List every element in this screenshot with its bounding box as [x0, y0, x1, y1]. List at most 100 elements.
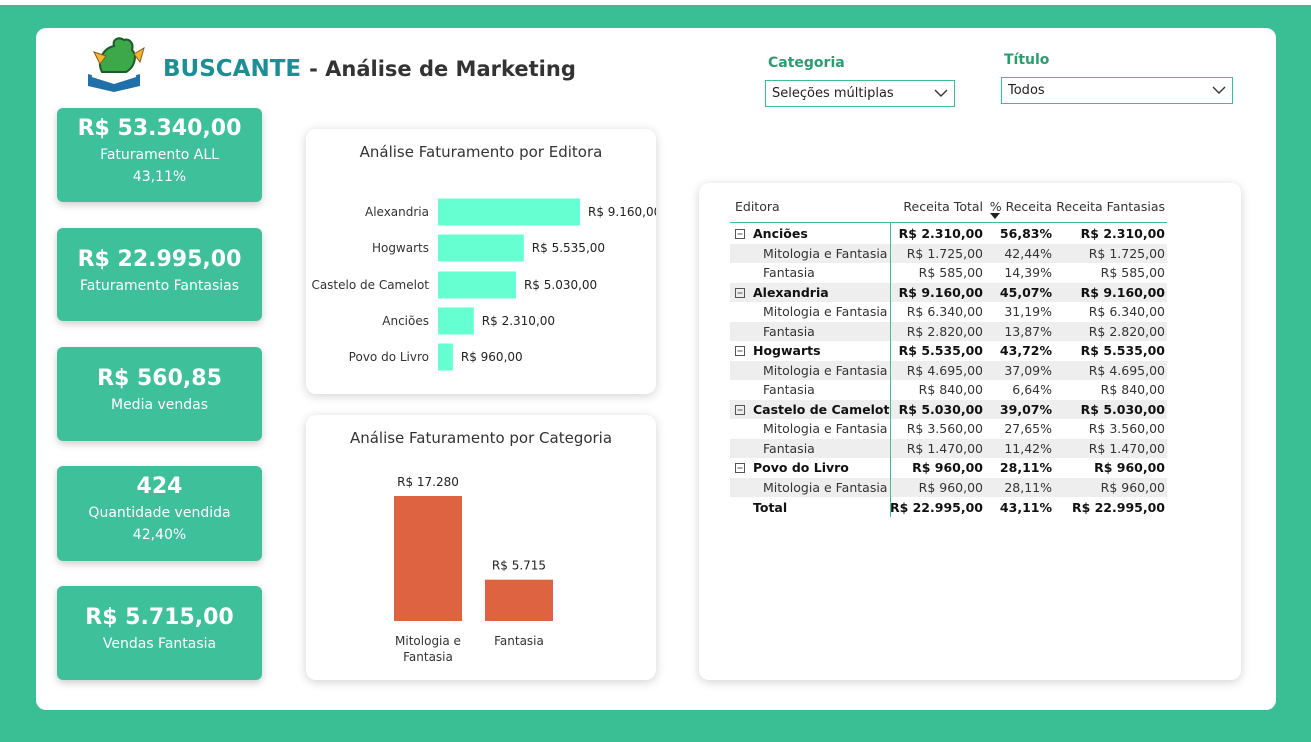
arrow: [990, 213, 1000, 219]
chart-title: Análise Faturamento por Editora: [359, 143, 603, 161]
bar: [438, 343, 453, 371]
kpi-value: R$ 22.995,00: [77, 246, 242, 272]
kpi-card: R$ 560,85 Media vendas: [57, 347, 262, 441]
category-label: Hogwarts: [372, 241, 429, 255]
cell: 43,11%: [999, 500, 1052, 515]
cell: R$ 960,00: [912, 460, 983, 475]
table-row: Povo do Livro R$ 960,00 28,11% R$ 960,00: [730, 458, 1167, 478]
cell: 45,07%: [999, 284, 1052, 300]
value-label: R$ 2.310,00: [482, 314, 555, 328]
cell: R$ 22.995,00: [889, 500, 983, 515]
category-label: Castelo de Camelot: [311, 278, 429, 292]
value-label: R$ 5.535,00: [532, 241, 605, 255]
cell: 6,64%: [1012, 382, 1052, 397]
column-divider: [890, 222, 891, 517]
cell: R$ 1.470,00: [1088, 440, 1165, 456]
ribbon-tab: Consultas: [570, 0, 614, 3]
kpi-card: 424 Quantidade vendida 42,40%: [57, 466, 262, 561]
table-card: [699, 183, 1241, 680]
cell: Povo do Livro: [753, 460, 849, 475]
table-row: Castelo de Camelot R$ 5.030,00 39,07% R$ 5.…: [730, 399, 1167, 419]
column-header: Editora: [735, 199, 780, 214]
cell: R$ 4.695,00: [1088, 362, 1165, 378]
bar: [438, 307, 474, 335]
cell: 37,09%: [1004, 362, 1052, 378]
table-header: Editora Receita Total % Receita Receita Fan…: [730, 197, 1167, 223]
ribbon-tab: Com: [1290, 0, 1311, 3]
cell: R$ 5.030,00: [898, 401, 983, 417]
table-row: Fantasia R$ 585,00 14,39% R$ 585,00: [730, 263, 1167, 283]
cell: Anciões: [753, 226, 808, 241]
kpi-card: R$ 5.715,00 Vendas Fantasia: [57, 586, 262, 680]
brand: BUSCANTE: [163, 56, 302, 82]
column-header: % Receita: [989, 199, 1052, 214]
chart-title: Análise Faturamento por Categoria: [349, 429, 613, 447]
kpi-value: 424: [136, 474, 183, 499]
dropdown[interactable]: Seleções múltiplas: [765, 80, 955, 107]
cell: 28,11%: [999, 460, 1052, 475]
cell: Hogwarts: [753, 343, 821, 358]
cell: Fantasia: [763, 382, 815, 397]
kpi-label: Faturamento ALL: [100, 147, 219, 163]
ribbon-tab: Cálculos: [1160, 0, 1198, 3]
expand-toggle[interactable]: [735, 404, 745, 415]
table-row: Mitologia e Fantasia R$ 960,00 28,11% R$ 96…: [730, 477, 1167, 497]
bar: [438, 234, 524, 262]
table-row: Fantasia R$ 2.820,00 13,87% R$ 2.820,00: [730, 321, 1167, 341]
cell: R$ 5.030,00: [1080, 401, 1165, 417]
filter-label: Título: [1004, 52, 1050, 68]
dropdown[interactable]: Todos: [1001, 77, 1233, 104]
column-header: Receita Fantasias: [1056, 199, 1165, 214]
chevron: [1212, 86, 1226, 94]
table-row: Total R$ 22.995,00 43,11% R$ 22.995,00: [730, 498, 1167, 518]
logo: [88, 37, 145, 92]
value-label: R$ 9.160,00: [588, 205, 656, 219]
cell: R$ 960,00: [918, 479, 983, 495]
cell: 43,72%: [999, 343, 1052, 358]
dropdown-arrow: [1212, 86, 1226, 94]
cell: R$ 2.310,00: [898, 226, 983, 241]
cell: 14,39%: [1004, 265, 1052, 280]
category-label: Fantasia: [494, 634, 544, 648]
value-label: R$ 5.030,00: [524, 278, 597, 292]
kpi-label: Media vendas: [110, 397, 209, 413]
cell: R$ 585,00: [918, 265, 983, 280]
table-row: Mitologia e Fantasia R$ 1.725,00 42,44% R$ …: [730, 243, 1167, 263]
chevron: [934, 89, 948, 97]
cell: Total: [753, 500, 788, 515]
expand-toggle[interactable]: [735, 463, 745, 473]
expand-toggle[interactable]: [735, 287, 745, 298]
cell: R$ 840,00: [1100, 382, 1165, 397]
cell: Mitologia e Fantasia: [763, 479, 888, 495]
dropdown-arrow: [934, 89, 948, 97]
kpi-card: R$ 53.340,00 Faturamento ALL 43,11%: [57, 108, 262, 202]
value-label: R$ 17.280: [397, 475, 459, 489]
expand-toggle[interactable]: [735, 346, 745, 356]
cell: Castelo de Camelot: [753, 401, 890, 417]
table-row: Mitologia e Fantasia R$ 6.340,00 31,19% R$ …: [730, 302, 1167, 322]
kpi-value: R$ 560,85: [97, 366, 222, 391]
kpi-value: R$ 5.715,00: [85, 605, 234, 630]
bar: [485, 579, 553, 621]
kpi-sub: 42,40%: [132, 527, 187, 543]
table-row: Alexandria R$ 9.160,00 45,07% R$ 9.160,00: [730, 282, 1167, 302]
toggle-box: [735, 346, 745, 356]
cell: R$ 960,00: [1094, 460, 1165, 475]
cell: Alexandria: [753, 284, 829, 300]
filter-label: Categoria: [768, 55, 845, 71]
table-row: Fantasia R$ 1.470,00 11,42% R$ 1.470,00: [730, 438, 1167, 458]
cell: Mitologia e Fantasia: [763, 245, 888, 261]
cell: Fantasia: [763, 440, 815, 456]
bar: [438, 271, 516, 299]
cell: R$ 3.560,00: [906, 421, 983, 436]
cell: 42,44%: [1004, 245, 1052, 261]
ribbon-tab: Transferência: [0, 0, 60, 3]
category-label: Povo do Livro: [349, 350, 429, 364]
cell: R$ 1.470,00: [906, 440, 983, 456]
expand-toggle[interactable]: [735, 229, 745, 239]
chart-card: Análise Faturamento por Editora Alexandri…: [306, 129, 656, 394]
cell: R$ 4.695,00: [906, 362, 983, 378]
dropdown-value: Todos: [1008, 83, 1045, 98]
dropdown-value: Seleções múltiplas: [772, 86, 894, 101]
